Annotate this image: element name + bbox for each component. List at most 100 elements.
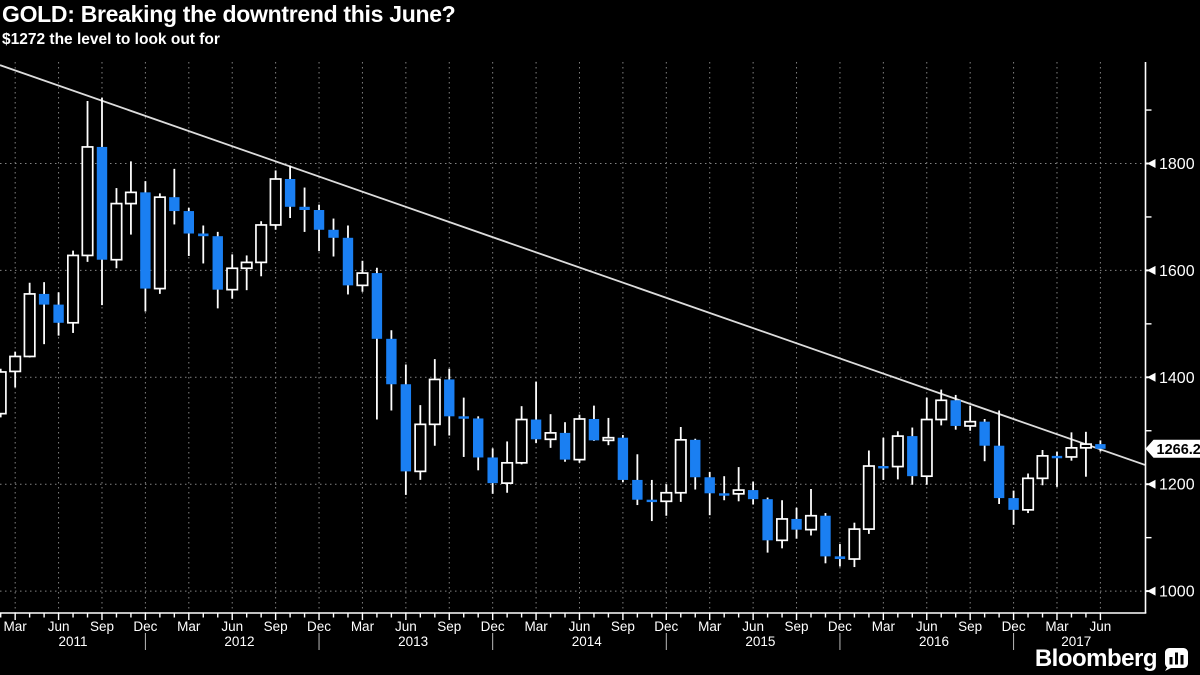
candle-body-down [299,206,310,211]
y-tick-arrow [1147,159,1156,168]
x-month-label: Jun [48,619,70,634]
bar-chart-icon [1165,648,1188,671]
candle-body-up [891,435,904,468]
y-axis: 1800 1600 1400 1200 1000 [1145,109,1195,601]
x-month-label: Dec [654,619,678,634]
x-month-label: Mar [351,619,375,634]
candle-body-down [632,479,643,500]
candle-body-up [848,528,861,560]
candle-body-down [559,432,571,460]
candle-body-up [356,272,369,287]
candle-body-up [1079,443,1092,449]
candle-body-down [458,416,469,419]
candle-body-up [9,355,22,373]
candle-body-down [762,499,773,541]
candle-body-down [1051,455,1063,459]
candle-body-up [501,461,514,484]
candle-body-down [950,400,961,426]
x-axis: Mar Jun Sep Dec Mar Jun Sep Dec Mar Jun Sep Dec Mar J… [0,613,1111,650]
y-tick-label: 1600 [1159,263,1195,280]
y-tick-label: 1000 [1159,584,1195,601]
x-month-label: Sep [264,619,288,634]
candle-body-down [979,421,990,446]
x-year-label: 2017 [1061,634,1091,649]
candle-body-up [428,378,441,426]
price-tag-shape [1145,439,1200,458]
candle-body-down [284,179,296,207]
candle-body-down [588,418,600,441]
candle-body-down [473,418,484,458]
candle-body-down [169,197,180,212]
x-year-label: 2014 [572,634,603,649]
candle-body-up [1065,447,1078,458]
candle-body-down [791,518,802,530]
candle-body-up [804,514,818,531]
candle-body-down [342,237,354,286]
candle-body-down [140,192,151,289]
bloomberg-logo-text: Bloomberg [1034,645,1158,672]
candle-body-up [602,436,615,442]
y-tick-label: 1200 [1159,477,1195,494]
candle-body-up [269,178,282,226]
candle-body-down [487,457,498,484]
x-month-label: Jun [569,619,591,634]
candle-body-down [907,436,918,477]
bloomberg-logo: Bloomberg [1035,645,1190,673]
x-month-label: Mar [177,619,201,634]
x-month-label: Mar [4,619,28,634]
candle-body-up [23,293,36,358]
candle-body-up [1036,455,1049,480]
y-tick-arrow [1147,479,1156,489]
y-tick-label: 1400 [1159,370,1195,387]
candle-body-up [110,202,123,261]
candle-body-down [1095,444,1106,449]
candle-body-down [371,273,383,339]
candles [0,97,1106,568]
candle-body-down [646,499,658,503]
candle-body-down [96,146,108,260]
candle-body-up [674,438,687,494]
candle-body-down [328,229,339,238]
candle-body-up [544,432,557,441]
x-month-label: Dec [1002,619,1026,634]
downtrend-line [0,64,1146,466]
x-month-label: Jun [221,619,243,634]
candle-body-up [660,491,673,503]
y-tick-arrow [1147,586,1156,596]
candle-body-down [53,304,64,323]
x-month-label: Dec [307,619,331,634]
candle-body-down [313,210,325,230]
candle-body-down [400,384,412,472]
x-year-label: 2012 [224,634,254,649]
candle-body-up [964,420,977,427]
x-month-label: Mar [698,619,722,634]
candle-body-down [834,556,846,560]
candle-body-up [920,418,933,478]
x-month-label: Sep [437,619,461,634]
candle-body-up [935,399,948,421]
candle-body-down [38,293,50,305]
candle-body-up [124,191,137,205]
candle-body-down [747,490,759,500]
axes [0,62,1147,614]
x-year-label: 2015 [745,634,775,649]
candle-body-up [153,196,166,290]
last-price-tag: 1266.24 [1145,439,1200,458]
x-month-label: Dec [133,619,157,634]
x-month-label: Mar [1045,619,1069,634]
candle-body-down [878,466,889,469]
candle-body-up [1021,477,1035,511]
candle-body-up [732,489,745,495]
x-month-label: Mar [524,619,548,634]
chart-subtitle: $1272 the level to look out for [2,31,220,48]
candle-body-down [718,493,730,496]
x-year-label: 2011 [59,634,88,649]
candle-body-up [240,261,253,270]
candle-body-down [1008,498,1019,510]
price-tag-value: 1266.24 [1157,442,1200,458]
candle-body-down [530,419,542,440]
x-month-label: Sep [958,619,982,634]
x-year-label: 2013 [398,634,428,649]
